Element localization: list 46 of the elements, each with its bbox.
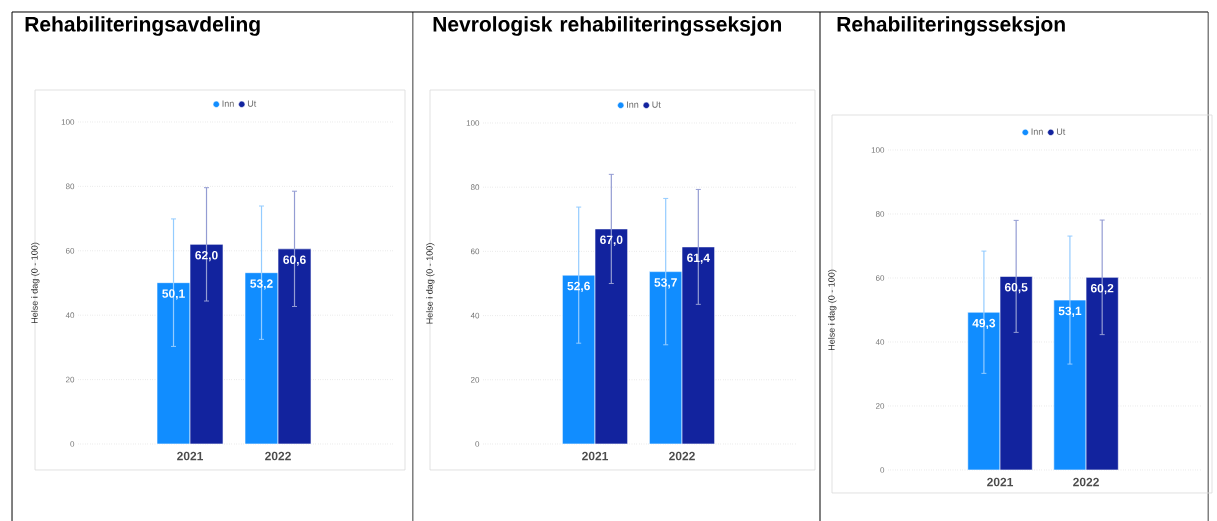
data-label: 52,6	[567, 281, 590, 292]
y-tick-label: 80	[65, 183, 75, 190]
chart-title: Rehabiliteringsavdeling	[25, 16, 260, 36]
chart-title: Rehabiliteringsseksjon	[837, 16, 1065, 36]
legend-label: Inn	[222, 100, 234, 107]
legend-label: Inn	[627, 101, 639, 108]
y-tick-label: 20	[470, 376, 480, 383]
y-tick-label: 80	[470, 184, 480, 191]
data-label: 62,0	[195, 250, 218, 262]
y-tick-label: 40	[470, 312, 480, 319]
data-label: 60,5	[1004, 283, 1028, 294]
y-tick-label: 100	[871, 147, 885, 153]
y-tick-label: 20	[65, 376, 75, 383]
x-tick-label: 2021	[987, 477, 1014, 487]
y-axis-title: Helse i dag (0 - 100)	[426, 243, 435, 324]
data-label: 60,2	[1090, 283, 1114, 295]
y-tick-label: 20	[875, 403, 885, 409]
y-tick-label: 100	[61, 119, 75, 125]
chart-title: Nevrologisk rehabiliteringsseksjon	[433, 16, 782, 36]
legend-label: Ut	[1056, 128, 1066, 135]
legend-label: Ut	[652, 101, 661, 108]
x-tick-label: 2022	[669, 451, 695, 461]
data-label: 53,1	[1058, 306, 1082, 317]
data-label: 67,0	[600, 235, 623, 246]
data-label: 49,3	[972, 318, 996, 330]
data-label: 60,6	[283, 255, 306, 266]
y-axis-title: Helse i dag (0 - 100)	[31, 242, 40, 324]
y-tick-label: 0	[475, 441, 480, 447]
x-tick-label: 2021	[177, 451, 204, 461]
y-tick-label: 80	[875, 211, 885, 217]
y-axis-title: Helse i dag (0 - 100)	[828, 269, 837, 351]
x-tick-label: 2021	[582, 451, 609, 461]
y-tick-label: 60	[470, 248, 480, 255]
data-label: 53,7	[654, 278, 677, 289]
y-tick-label: 0	[70, 441, 75, 447]
y-tick-label: 40	[65, 312, 75, 319]
legend-label: Ut	[247, 100, 257, 107]
y-tick-label: 100	[466, 120, 480, 126]
y-tick-label: 60	[875, 275, 885, 281]
y-tick-label: 0	[880, 467, 885, 473]
y-tick-label: 60	[65, 247, 75, 254]
legend-label: Inn	[1031, 128, 1043, 135]
y-tick-label: 40	[875, 339, 885, 345]
data-label: 61,4	[687, 253, 710, 264]
x-tick-label: 2022	[265, 451, 291, 461]
x-tick-label: 2022	[1073, 477, 1099, 487]
